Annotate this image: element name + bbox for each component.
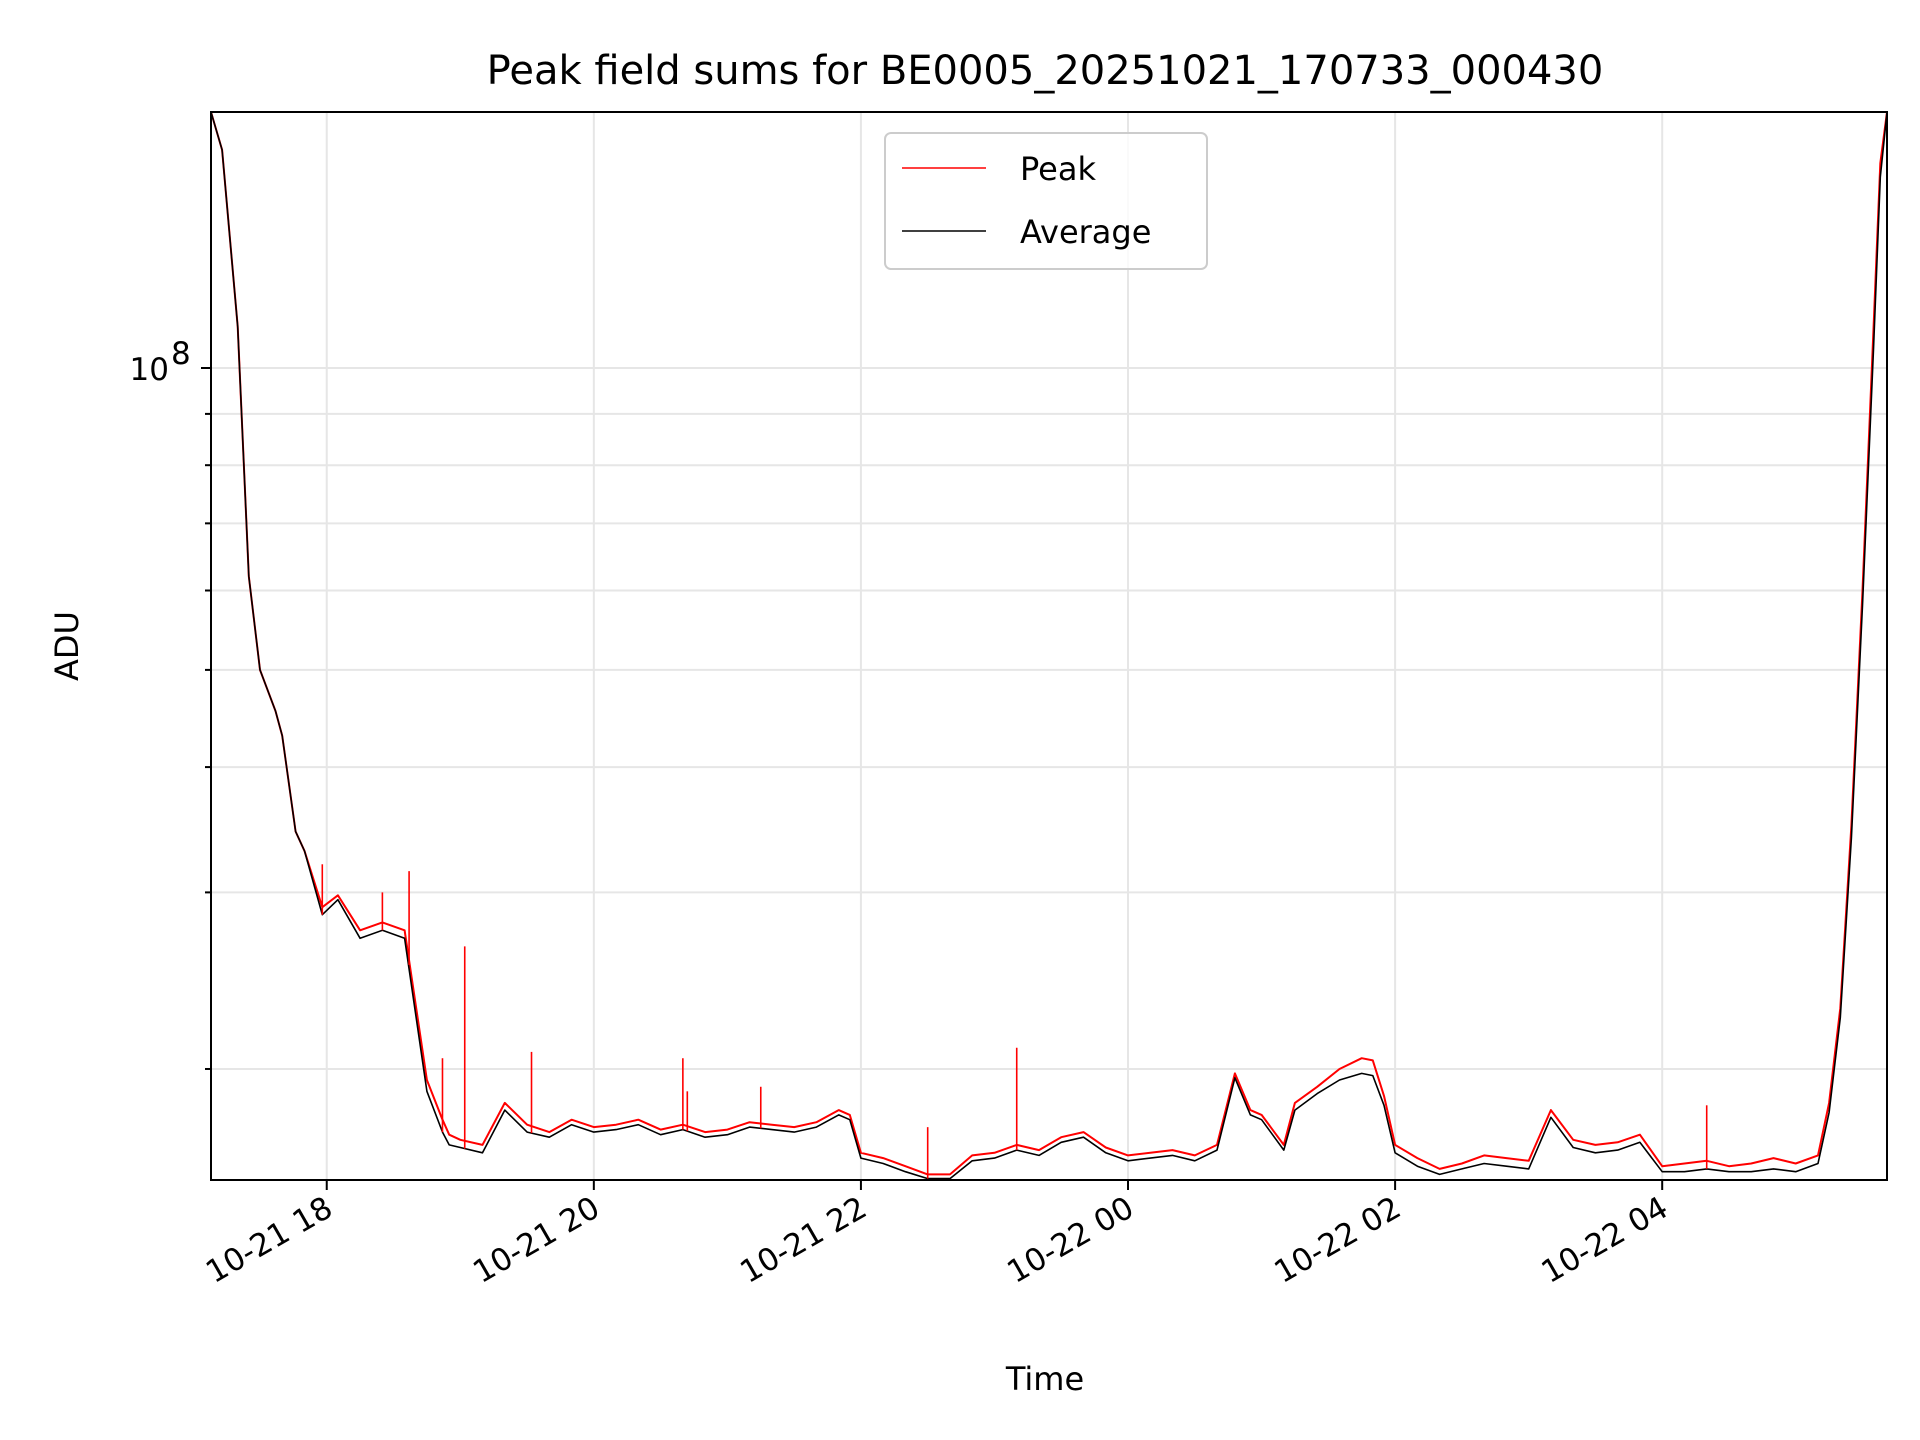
x-axis-label: Time — [1005, 1360, 1084, 1398]
legend-label-peak: Peak — [1020, 150, 1096, 188]
legend: Peak Average — [884, 132, 1208, 270]
series-layer — [211, 112, 1887, 1180]
y-axis: 10 8 — [130, 336, 211, 1070]
chart-title: Peak field sums for BE0005_20251021_1707… — [487, 48, 1604, 94]
legend-label-average: Average — [1020, 213, 1151, 251]
y-tick-label-base: 10 — [130, 352, 169, 388]
series-line-average — [211, 112, 1887, 1180]
plot-frame — [210, 111, 1888, 1181]
legend-box — [884, 132, 1208, 270]
y-axis-label: ADU — [48, 611, 86, 681]
y-tick-label-exponent: 8 — [171, 336, 191, 372]
series-line-peak — [211, 112, 1887, 1176]
grid-lines — [211, 112, 1887, 1180]
